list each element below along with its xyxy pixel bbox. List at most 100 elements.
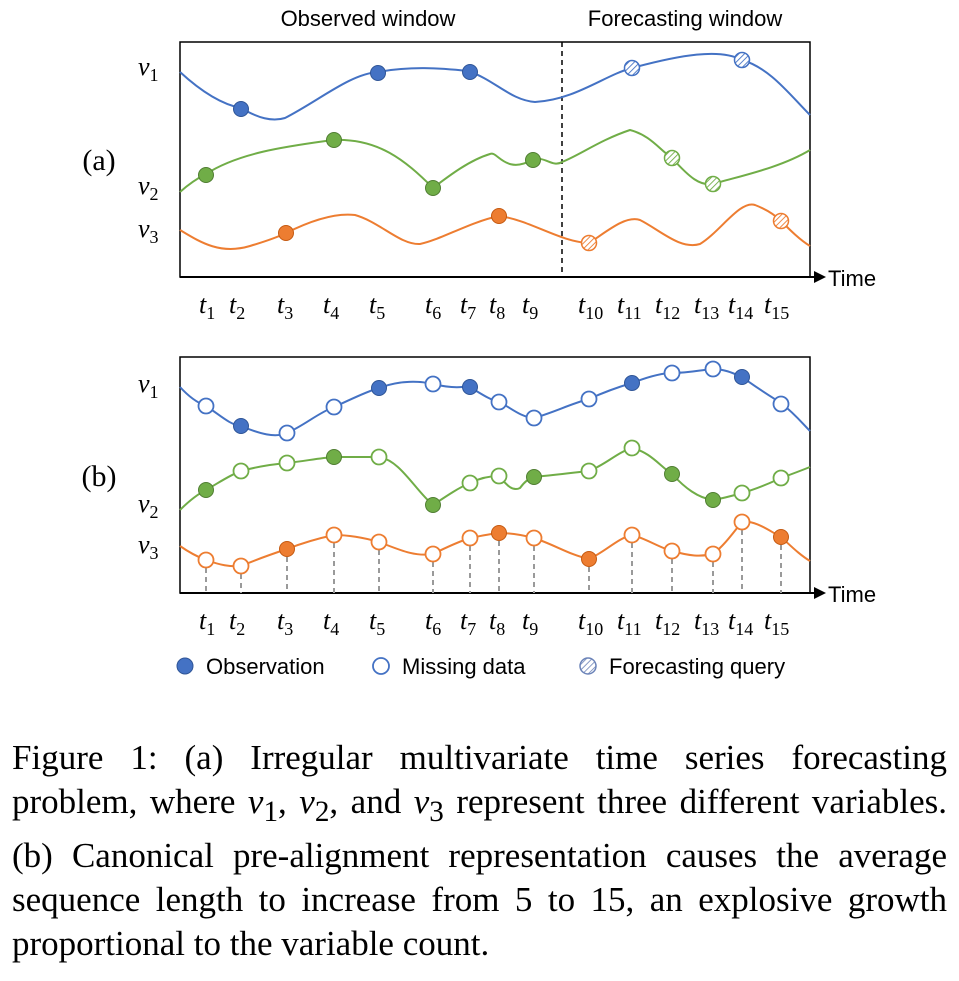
guide-lines (205, 530, 782, 593)
missing-data-marker (663, 542, 681, 560)
missing-data-marker (370, 533, 388, 551)
time-tick-label: t6 (425, 290, 441, 323)
time-tick-label: t11 (617, 606, 642, 639)
time-tick-label: t14 (728, 606, 753, 639)
missing-data-marker (525, 529, 543, 547)
caption-text: , and (329, 782, 414, 821)
figure-caption: Figure 1: (a) Irregular multivariate tim… (12, 736, 947, 966)
missing-data-marker (325, 398, 343, 416)
observation-marker (326, 449, 342, 465)
missing-data-marker (580, 462, 598, 480)
variable-label-v3-a: v3 (138, 214, 159, 247)
caption-subscript: 2 (314, 796, 330, 828)
observation-marker (525, 152, 541, 168)
legend: Observation Missing data Forecasting que… (176, 654, 785, 679)
observation-marker (198, 167, 214, 183)
observed-window-label: Observed window (281, 6, 456, 31)
legend-missing-data-icon (372, 657, 390, 675)
time-tick-label: t2 (229, 606, 245, 639)
missing-data-marker (704, 360, 722, 378)
forecasting-query-marker (733, 51, 751, 69)
observation-marker (198, 482, 214, 498)
forecasting-window-label: Forecasting window (588, 6, 783, 31)
missing-data-marker (704, 545, 722, 563)
missing-data-marker (370, 448, 388, 466)
missing-data-marker (278, 424, 296, 442)
missing-data-marker (525, 409, 543, 427)
observation-marker (279, 541, 295, 557)
time-tick-label: t4 (323, 290, 339, 323)
missing-data-marker (490, 467, 508, 485)
observation-marker (425, 180, 441, 196)
forecasting-query-marker (772, 212, 790, 230)
time-tick-label: t15 (764, 606, 789, 639)
observation-marker (462, 379, 478, 395)
v1-curve-a (179, 52, 811, 121)
observation-marker (370, 65, 386, 81)
v2-curve-a (179, 128, 811, 193)
time-tick-label: t2 (229, 290, 245, 323)
time-tick-label: t1 (199, 290, 215, 323)
observation-marker (705, 492, 721, 508)
variable-label-v3-b: v3 (138, 530, 159, 563)
variable-label-v2-b: v2 (138, 489, 159, 522)
caption-subscript: 1 (263, 796, 279, 828)
time-tick-label: t12 (655, 606, 680, 639)
time-tick-label: t7 (460, 606, 476, 639)
legend-observation-icon (176, 657, 194, 675)
panel-a-markers (198, 51, 790, 252)
missing-data-marker (623, 526, 641, 544)
missing-data-marker (424, 375, 442, 393)
time-tick-label: t1 (199, 606, 215, 639)
observation-marker (326, 132, 342, 148)
caption-subscript: 3 (429, 796, 444, 828)
forecasting-query-marker (663, 149, 681, 167)
observation-marker (371, 380, 387, 396)
time-tick-label: t13 (694, 606, 719, 639)
observation-marker (734, 369, 750, 385)
observation-marker (233, 418, 249, 434)
panel-a-frame (179, 41, 811, 278)
panel-label-b: (b) (82, 460, 117, 493)
time-tick-label: t10 (578, 290, 603, 323)
variable-label-v1-a: v1 (138, 52, 159, 85)
time-tick-label: t13 (694, 290, 719, 323)
missing-data-marker (623, 439, 641, 457)
caption-variable: v (247, 782, 264, 821)
panel-b-markers (197, 360, 790, 575)
legend-forecasting-query-icon (579, 657, 597, 675)
observation-marker (773, 529, 789, 545)
time-axis-label-b: Time (828, 582, 876, 607)
time-ticks-b: t1 t2 t3 t4 t5 t6 t7 t8 t9 t10 t11 t12 t… (199, 606, 789, 639)
caption-variable: v (299, 782, 315, 821)
time-tick-label: t5 (369, 606, 385, 639)
time-tick-label: t15 (764, 290, 789, 323)
caption-text: , (278, 782, 300, 821)
caption-variable: v (413, 782, 430, 821)
panel-label-a: (a) (82, 144, 115, 177)
caption-text: represent three different variables. (b)… (12, 782, 948, 963)
time-axis-arrow-a (814, 271, 826, 283)
time-tick-label: t9 (522, 290, 538, 323)
caption-text: Figure 1: (a) Irregular multivariate tim… (12, 738, 947, 821)
legend-missing-data-label: Missing data (402, 654, 526, 679)
missing-data-marker (197, 397, 215, 415)
missing-data-marker (663, 364, 681, 382)
time-tick-label: t14 (728, 290, 753, 323)
time-tick-label: t8 (489, 290, 505, 323)
missing-data-marker (733, 484, 751, 502)
observation-marker (491, 525, 507, 541)
legend-forecasting-query-label: Forecasting query (609, 654, 785, 679)
time-axis-arrow-b (814, 587, 826, 599)
missing-data-marker (197, 551, 215, 569)
time-axis-label-a: Time (828, 266, 876, 291)
forecasting-query-marker (623, 59, 641, 77)
observation-marker (425, 497, 441, 513)
observation-marker (664, 466, 680, 482)
missing-data-marker (733, 513, 751, 531)
missing-data-marker (580, 390, 598, 408)
forecasting-query-marker (580, 234, 598, 252)
time-tick-label: t8 (489, 606, 505, 639)
observation-marker (233, 101, 249, 117)
